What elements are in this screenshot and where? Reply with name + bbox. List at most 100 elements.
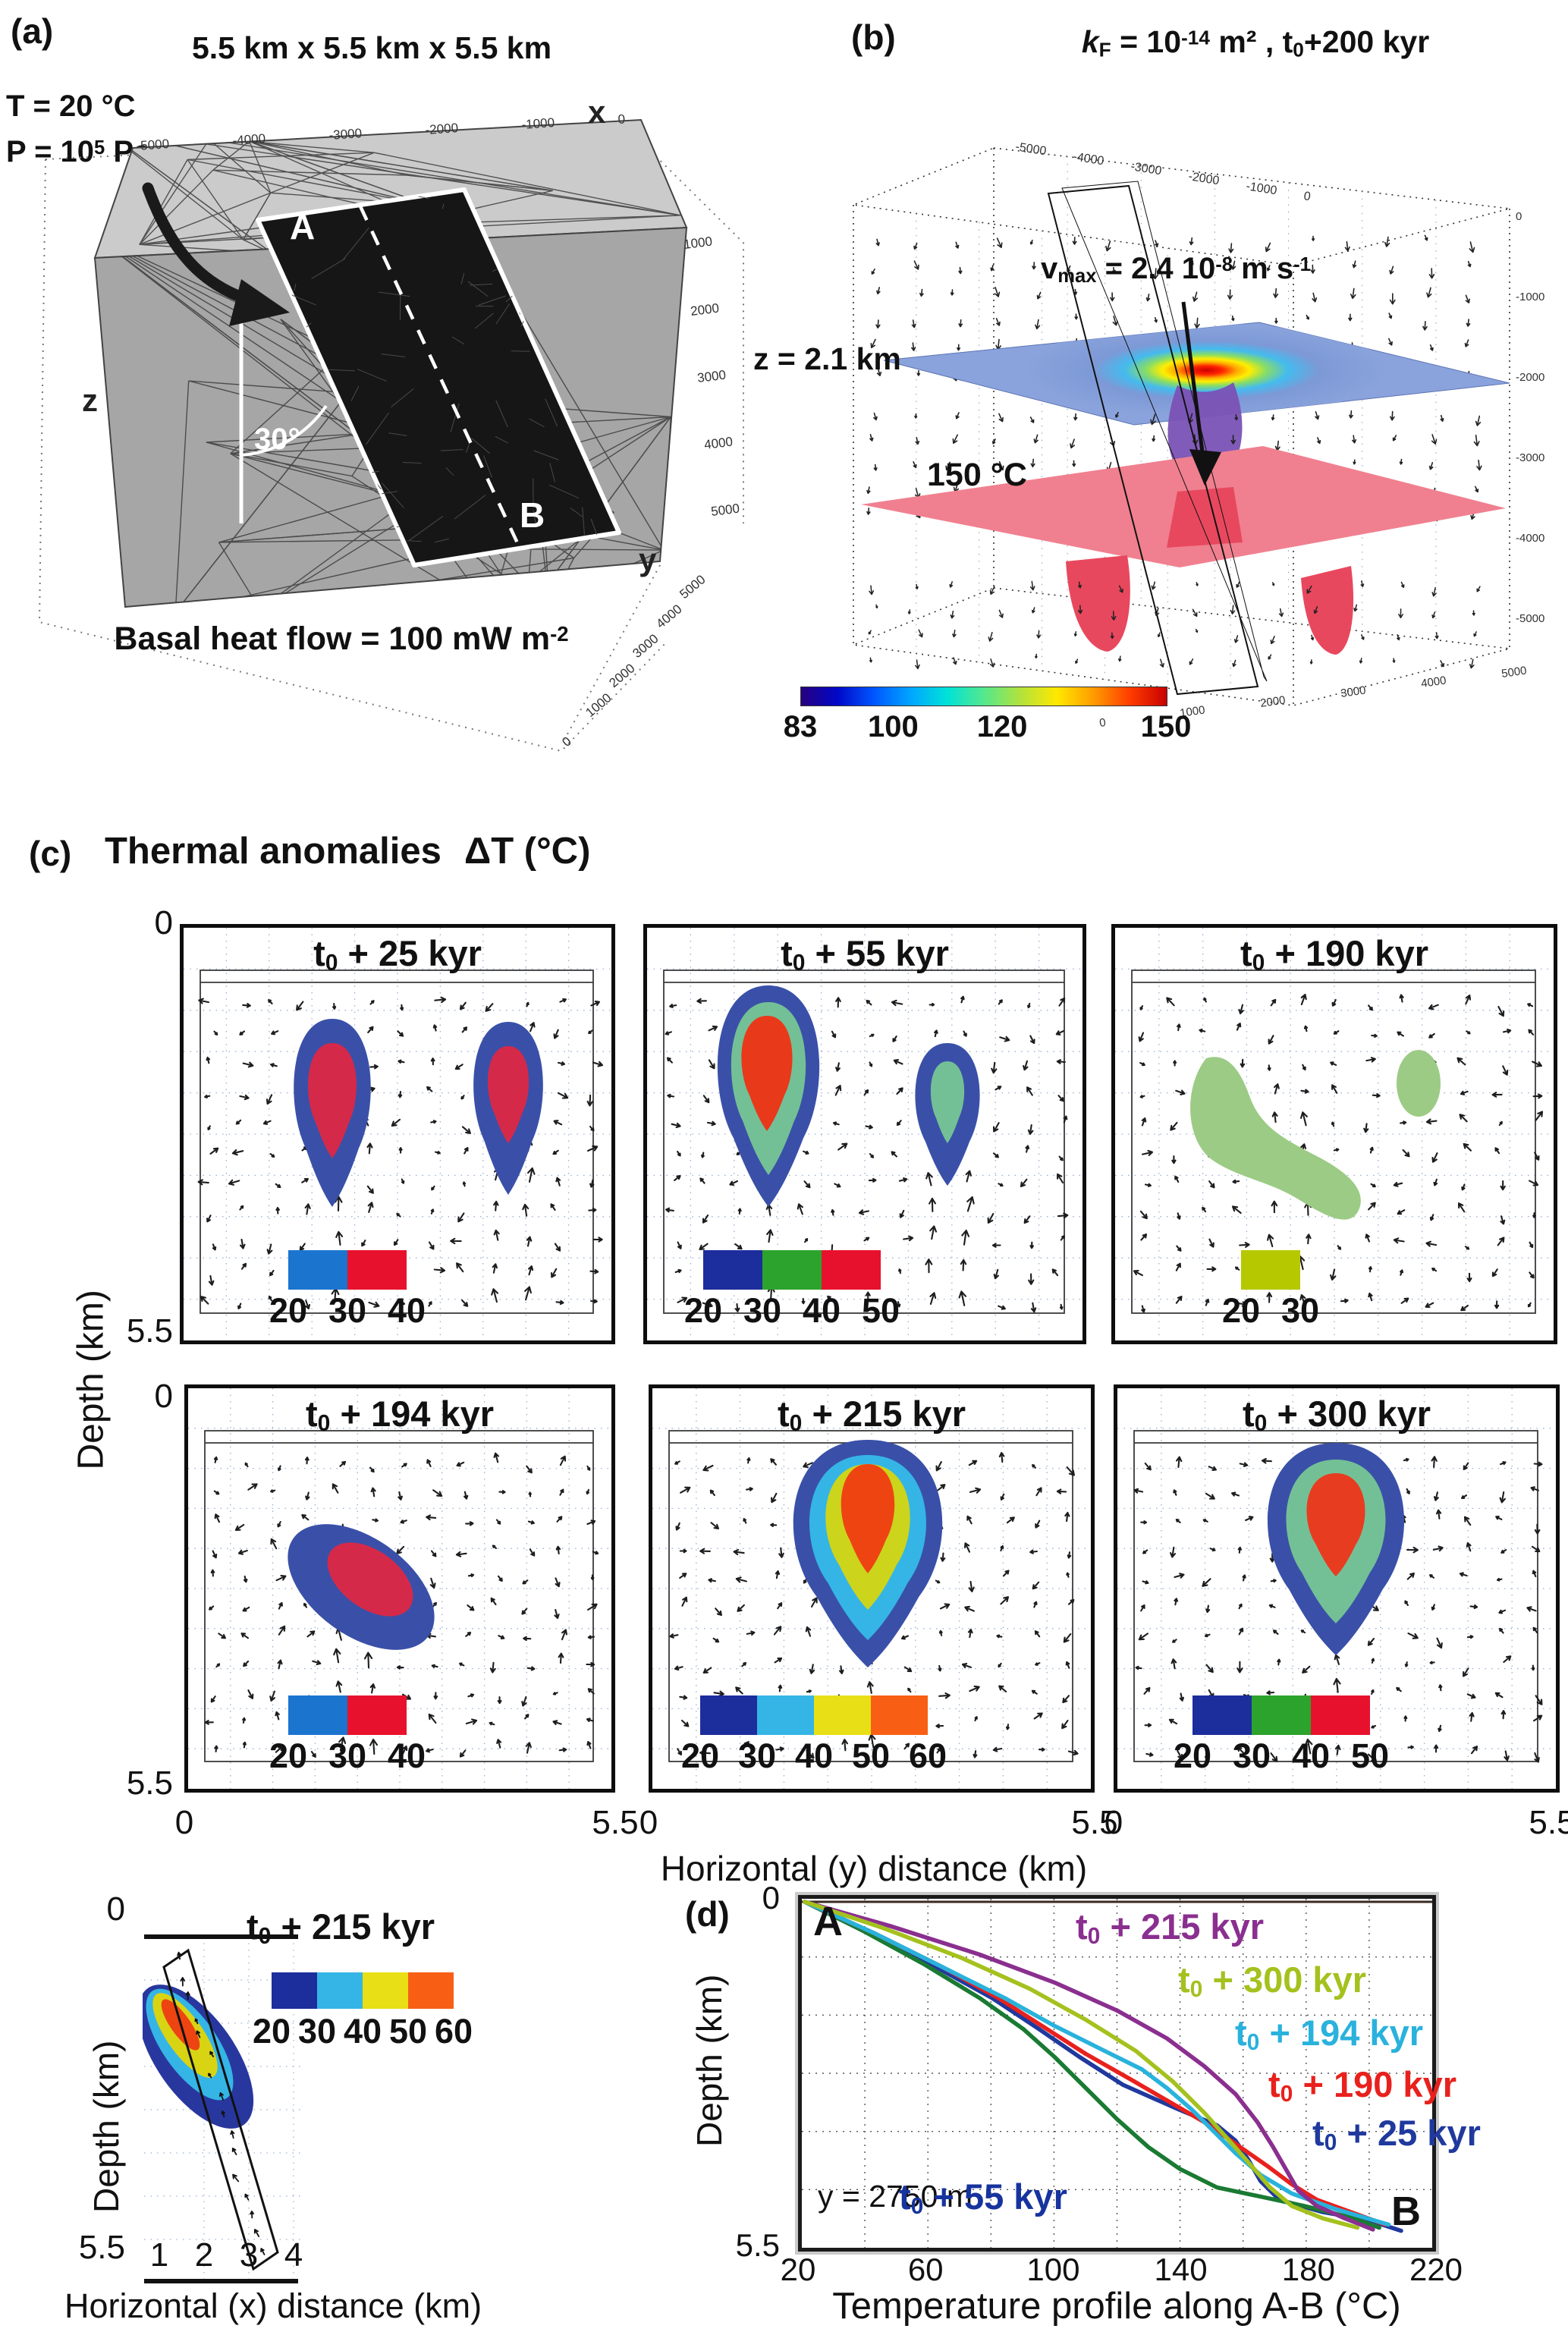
colorbar-tick-label: 40 — [802, 1291, 841, 1330]
colorbar-segment — [700, 1695, 757, 1735]
panel-d-y-tick-55: 5.5 — [735, 2227, 780, 2263]
subplot-colorbar — [700, 1695, 928, 1735]
colorbar-tick-label: 40 — [794, 1736, 834, 1775]
subplot-title: t0 + 55 kyr — [781, 933, 949, 976]
colorbar-segment — [757, 1695, 814, 1735]
colorbar-tick-label: 30 — [737, 1736, 777, 1775]
panel-a-temperature-label: T = 20 °C — [6, 90, 136, 123]
xsection-plot — [143, 1934, 302, 2283]
a-x-tick: 0 — [617, 112, 626, 127]
legend-t215: t0 + 215 kyr — [1076, 1906, 1264, 1950]
mesh-cube-3d: -5000 -4000 -3000 -2000 -1000 0x1000200030004… — [38, 99, 744, 753]
row2-x-tick: 5.5 — [592, 1804, 639, 1841]
subplot-t0-300kyr: t0 + 300 kyr 20 30 40 50 — [1114, 1384, 1560, 1793]
fault-point-a: A — [290, 207, 315, 247]
colorbar-tick-label: 50 — [861, 1291, 900, 1330]
b-y-tick: 3000 — [1340, 684, 1366, 699]
a-y-tick: 5000 — [677, 572, 708, 602]
colorbar-tick-label: 20 — [269, 1736, 308, 1775]
a-z-tick: 5000 — [710, 501, 740, 519]
subplot-t0-25kyr: t0 + 25 kyr 20 30 40 — [180, 924, 615, 1344]
colorbar-segment — [814, 1695, 871, 1735]
panel-d-label: (d) — [685, 1894, 730, 1934]
b-colorbar-tick: 100 — [868, 710, 919, 743]
subplot-title: t0 + 215 kyr — [778, 1394, 966, 1437]
colorbar-segment — [288, 1695, 347, 1735]
panel-a-label: (a) — [11, 11, 54, 51]
b-y-tick: 5000 — [1500, 664, 1527, 680]
b-x-tick: -1000 — [1245, 180, 1277, 197]
y-tick-0-row1: 0 — [154, 904, 173, 941]
colorbar-segment — [871, 1695, 928, 1735]
colorbar-segment — [703, 1250, 762, 1290]
b-z-tick: -1000 — [1516, 291, 1544, 303]
basal-heat-flow-label: Basal heat flow = 100 mW m-2 — [114, 621, 569, 657]
panel-d-y-tick-0: 0 — [762, 1880, 780, 1915]
depth-axis-label: Depth (km) — [71, 1290, 112, 1470]
legend-t25: t0 + 25 kyr — [1312, 2113, 1481, 2156]
panel-c-delta-label: ΔT (°C) — [464, 831, 591, 872]
colorbar-tick-label: 40 — [387, 1291, 426, 1330]
b-y-tick: 0 — [1098, 716, 1107, 730]
panel-d-depth-label: Depth (km) — [690, 1974, 729, 2147]
a-x-tick: -5000 — [136, 137, 170, 153]
subplot-t0-190kyr: t0 + 190 kyr 20 30 — [1111, 924, 1557, 1344]
colorbar-tick-label: 20 — [680, 1736, 720, 1775]
xsec-y-tick-0: 0 — [106, 1890, 125, 1928]
panel-a-title: 5.5 km x 5.5 km x 5.5 km — [191, 30, 552, 65]
y-tick-55-row1: 5.5 — [126, 1312, 173, 1350]
profile-point-a: A — [813, 1899, 843, 1944]
row2-x-tick: 5.5 — [1071, 1804, 1118, 1841]
a-y-tick: 0 — [559, 734, 573, 750]
xsec-colorbar-segment — [363, 1972, 408, 2009]
y-tick-55-row2: 5.5 — [126, 1765, 173, 1802]
b-y-tick: 2000 — [1259, 693, 1286, 709]
xsec-title: t0 + 215 kyr — [247, 1906, 435, 1950]
colorbar-tick-label: 20 — [1173, 1736, 1212, 1775]
subplot-canvas — [647, 928, 1083, 1340]
panel-d-x-tick: 220 — [1409, 2252, 1463, 2287]
colorbar-tick-label: 50 — [1350, 1736, 1390, 1775]
colorbar-segment — [1241, 1250, 1300, 1290]
a-y-tick: 3000 — [630, 631, 661, 661]
b-x-tick: 0 — [1302, 190, 1312, 203]
b-z-tick: 0 — [1516, 210, 1522, 223]
colorbar-tick-label: 30 — [328, 1291, 367, 1330]
subplot-title: t0 + 190 kyr — [1240, 933, 1428, 976]
panel-c-title: Thermal anomalies — [105, 831, 441, 872]
xsec-x-tick: 2 — [194, 2236, 214, 2274]
colorbar-tick-label: 30 — [743, 1291, 782, 1330]
colorbar-segment — [347, 1695, 407, 1735]
row2-x-tick: 0 — [1104, 1804, 1123, 1841]
colorbar-tick-label: 30 — [1280, 1291, 1320, 1330]
colorbar-tick-label: 20 — [1221, 1291, 1261, 1330]
a-x-tick: -4000 — [232, 131, 266, 148]
panel-c-label: (c) — [29, 834, 72, 873]
panel-d-x-tick: 20 — [780, 2252, 816, 2287]
b-colorbar-tick: 83 — [783, 710, 818, 743]
flow-visualization-3d: -5000 -4000 -3000 -2000 -1000 0 0 -1000 -2000 -30… — [850, 140, 1544, 730]
panel-d-x-tick: 100 — [1026, 2252, 1080, 2287]
colorbar-tick-label: 40 — [1291, 1736, 1331, 1775]
colorbar-tick-label: 20 — [269, 1291, 308, 1330]
row2-x-tick: 5.5 — [1529, 1804, 1568, 1841]
colorbar-tick-label: 40 — [387, 1736, 426, 1775]
a-z-tick: 1000 — [683, 234, 713, 252]
a-x-tick: -3000 — [328, 126, 363, 143]
profile-point-b: B — [1391, 2189, 1421, 2234]
subplot-colorbar — [288, 1250, 407, 1290]
colorbar-tick-label: 50 — [851, 1736, 891, 1775]
a-axis-y: y — [639, 542, 657, 577]
subplot-colorbar — [288, 1695, 407, 1735]
profile-curve-t0+300kyr — [803, 1900, 1360, 2230]
subplot-canvas — [184, 928, 611, 1340]
a-x-tick: -2000 — [425, 121, 459, 137]
subplot-colorbar — [1241, 1250, 1300, 1290]
b-x-tick: -3000 — [1130, 160, 1162, 178]
xsec-colorbar-label: 60 — [434, 2012, 473, 2051]
a-y-tick: 2000 — [606, 661, 637, 690]
xsec-quiver — [177, 1951, 266, 2255]
vmax-label: vmax = 2.4 10-8 m s-1 — [1041, 252, 1311, 288]
row2-x-tick: 0 — [639, 1804, 658, 1841]
